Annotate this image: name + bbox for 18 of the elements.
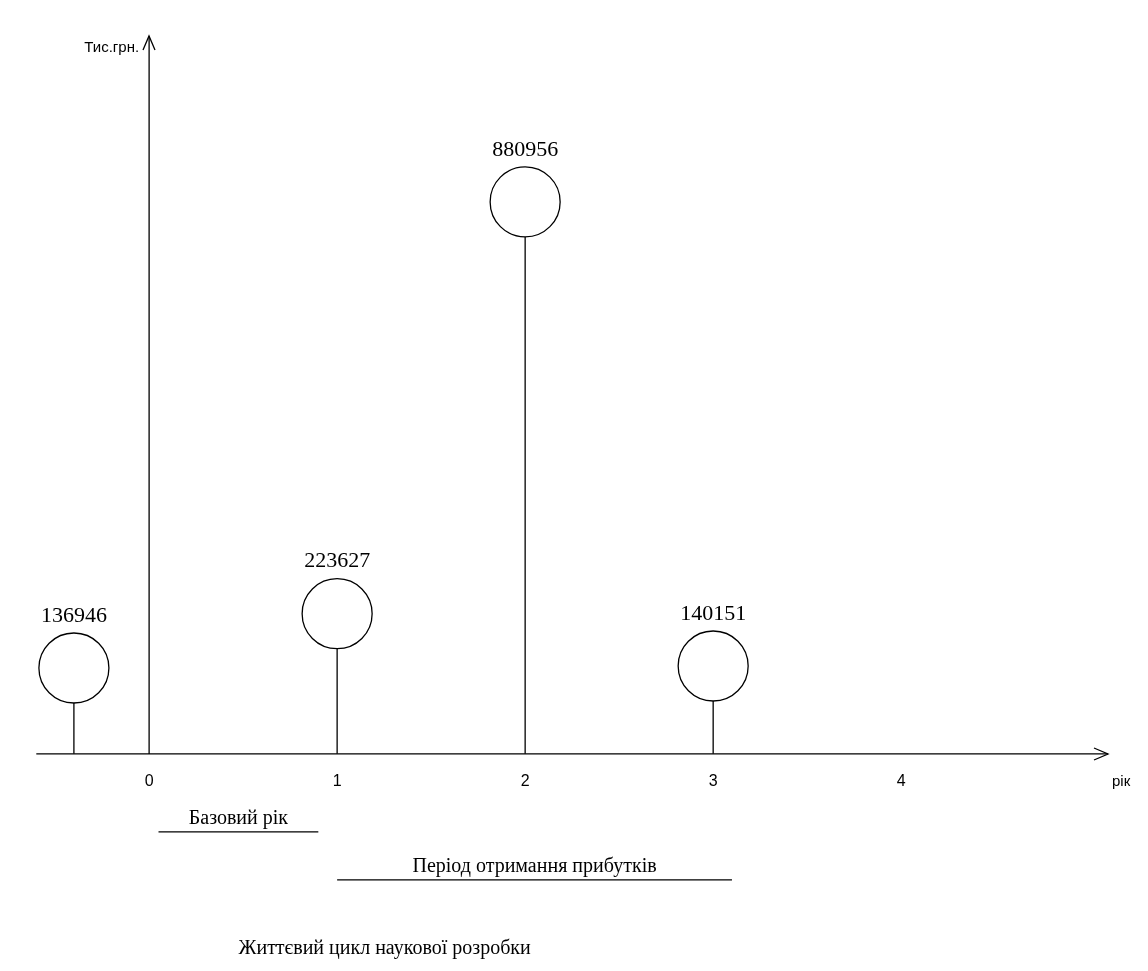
point	[301, 578, 373, 650]
text: Базовий рік	[188, 805, 289, 829]
data-label: 136946	[40, 601, 107, 627]
x-tick-label: 0	[144, 771, 154, 789]
point	[38, 632, 110, 704]
data-label: 223627	[304, 547, 371, 573]
point	[677, 630, 749, 702]
x-tick-label: 1	[332, 771, 342, 789]
data-label: 880956	[492, 135, 559, 161]
x-tick-label: 4	[896, 771, 906, 789]
text: Період отримання прибутків	[412, 853, 657, 877]
x-axis-title: рік	[1112, 771, 1131, 789]
data-label: 140151	[680, 599, 747, 625]
x-tick-label: 2	[520, 771, 530, 789]
text: Життєвий цикл наукової розробки	[238, 935, 532, 959]
point	[489, 166, 561, 238]
text: Тис.грн.	[84, 38, 140, 56]
x-tick-label: 3	[708, 771, 718, 789]
